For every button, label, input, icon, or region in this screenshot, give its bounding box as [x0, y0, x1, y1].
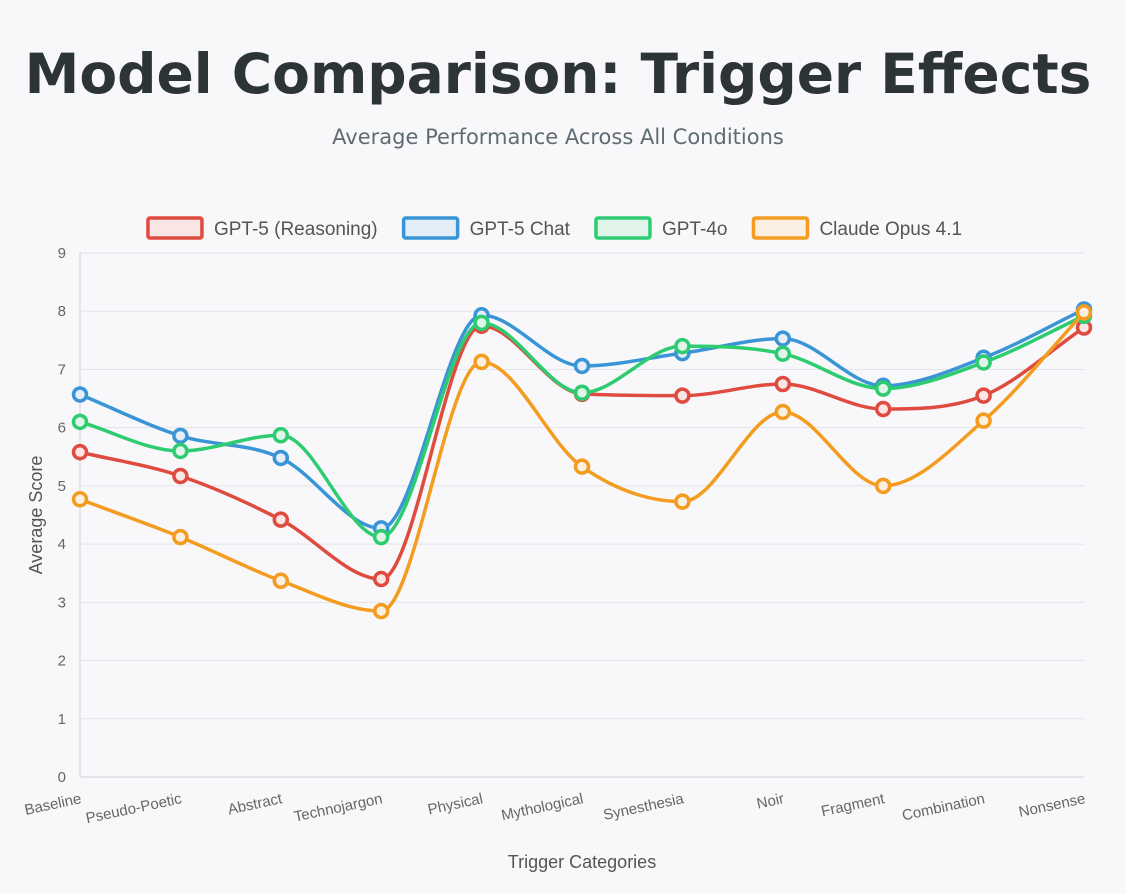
x-tick-technojargon: Technojargon	[292, 790, 384, 825]
legend-label-gpt-5-chat: GPT-5 Chat	[470, 219, 571, 240]
point-claude-opus-4-1-combination[interactable]	[975, 412, 992, 429]
y-tick-8: 8	[58, 303, 66, 320]
point-gpt-4o-combination[interactable]	[975, 354, 992, 371]
legend-swatch-gpt-4o	[594, 216, 652, 240]
x-tick-synesthesia: Synesthesia	[602, 790, 686, 824]
x-tick-noir: Noir	[755, 790, 785, 812]
series-group	[71, 301, 1093, 620]
legend-label-gpt-5-reasoning: GPT-5 (Reasoning)	[214, 219, 378, 240]
x-tick-baseline: Baseline	[23, 790, 83, 819]
point-gpt-4o-mythological[interactable]	[573, 384, 591, 401]
point-claude-opus-4-1-physical[interactable]	[473, 353, 490, 371]
chart-title: Model Comparison: Trigger Effects	[25, 42, 1092, 106]
y-tick-2: 2	[58, 653, 66, 670]
point-claude-opus-4-1-nonsense[interactable]	[1075, 304, 1093, 321]
point-gpt-5-reasoning-combination[interactable]	[975, 387, 992, 404]
point-gpt-5-reasoning-abstract[interactable]	[272, 511, 290, 528]
point-gpt-5-chat-baseline[interactable]	[71, 386, 89, 403]
x-tick-abstract: Abstract	[226, 790, 284, 818]
legend-swatch-gpt-5-chat	[401, 216, 460, 240]
series-claude-opus-4-1	[71, 304, 1093, 620]
legend-item-gpt-4o[interactable]: GPT-4o	[594, 216, 727, 240]
point-gpt-4o-synesthesia[interactable]	[674, 337, 691, 355]
y-tick-1: 1	[58, 711, 66, 728]
point-gpt-4o-fragment[interactable]	[874, 380, 892, 397]
point-claude-opus-4-1-mythological[interactable]	[573, 458, 591, 475]
x-axis-ticks: Baseline Pseudo-Poetic Abstract Technojargo…	[23, 790, 1087, 827]
point-claude-opus-4-1-abstract[interactable]	[272, 572, 290, 590]
point-claude-opus-4-1-pseudo-poetic[interactable]	[172, 528, 189, 546]
point-claude-opus-4-1-fragment[interactable]	[874, 477, 892, 495]
series-gpt-4o	[71, 307, 1093, 546]
y-axis-ticks: 0 1 2 3 4 5 6 7 8 9	[58, 245, 66, 786]
legend-swatch-claude-opus-4-1	[751, 216, 810, 240]
y-tick-5: 5	[58, 478, 66, 495]
point-gpt-4o-physical[interactable]	[473, 314, 490, 332]
chart-subtitle: Average Performance Across All Condition…	[332, 125, 784, 149]
y-tick-9: 9	[58, 245, 66, 262]
x-axis-title: Trigger Categories	[508, 852, 656, 872]
point-claude-opus-4-1-synesthesia[interactable]	[674, 493, 691, 510]
series-line-gpt-5-chat	[78, 307, 1086, 531]
point-gpt-5-reasoning-technojargon[interactable]	[372, 570, 390, 588]
series-gpt-5-chat	[71, 301, 1093, 537]
legend-label-claude-opus-4-1: Claude Opus 4.1	[819, 219, 962, 240]
legend-item-gpt-5-reasoning[interactable]: GPT-5 (Reasoning)	[146, 216, 378, 240]
legend-label-gpt-4o: GPT-4o	[662, 219, 727, 240]
point-gpt-4o-noir[interactable]	[774, 345, 792, 362]
point-claude-opus-4-1-baseline[interactable]	[71, 491, 89, 508]
x-tick-combination: Combination	[901, 790, 987, 824]
legend-item-claude-opus-4-1[interactable]: Claude Opus 4.1	[751, 216, 962, 240]
y-tick-4: 4	[58, 536, 66, 553]
point-gpt-5-reasoning-fragment[interactable]	[874, 400, 892, 418]
point-gpt-5-chat-pseudo-poetic[interactable]	[172, 427, 189, 445]
x-tick-pseudo-poetic: Pseudo-Poetic	[84, 790, 183, 827]
legend: GPT-5 (Reasoning) GPT-5 Chat GPT-4o Claude …	[146, 216, 962, 240]
x-tick-mythological: Mythological	[500, 790, 585, 824]
y-tick-3: 3	[58, 594, 66, 611]
legend-swatch-gpt-5-reasoning	[146, 216, 204, 240]
point-gpt-5-reasoning-baseline[interactable]	[71, 443, 89, 461]
point-gpt-4o-pseudo-poetic[interactable]	[172, 442, 189, 460]
y-axis-title: Average Score	[26, 456, 46, 575]
x-tick-nonsense: Nonsense	[1017, 790, 1087, 821]
point-gpt-5-chat-abstract[interactable]	[272, 449, 290, 467]
point-gpt-5-reasoning-synesthesia[interactable]	[674, 387, 691, 404]
legend-item-gpt-5-chat[interactable]: GPT-5 Chat	[401, 216, 571, 240]
y-tick-7: 7	[58, 361, 66, 378]
point-gpt-5-chat-noir[interactable]	[774, 330, 792, 347]
y-tick-6: 6	[58, 420, 66, 437]
point-gpt-5-reasoning-noir[interactable]	[774, 375, 792, 393]
y-tick-0: 0	[58, 769, 66, 786]
grid-lines	[79, 252, 1084, 778]
point-gpt-4o-abstract[interactable]	[272, 426, 290, 444]
point-claude-opus-4-1-technojargon[interactable]	[372, 602, 390, 620]
series-line-gpt-4o	[78, 314, 1086, 539]
point-gpt-5-chat-mythological[interactable]	[573, 357, 591, 375]
x-tick-physical: Physical	[426, 790, 484, 818]
point-gpt-4o-technojargon[interactable]	[372, 528, 390, 546]
point-claude-opus-4-1-noir[interactable]	[774, 403, 792, 421]
x-tick-fragment: Fragment	[820, 790, 887, 820]
point-gpt-4o-baseline[interactable]	[71, 413, 89, 431]
point-gpt-5-reasoning-pseudo-poetic[interactable]	[172, 467, 189, 485]
